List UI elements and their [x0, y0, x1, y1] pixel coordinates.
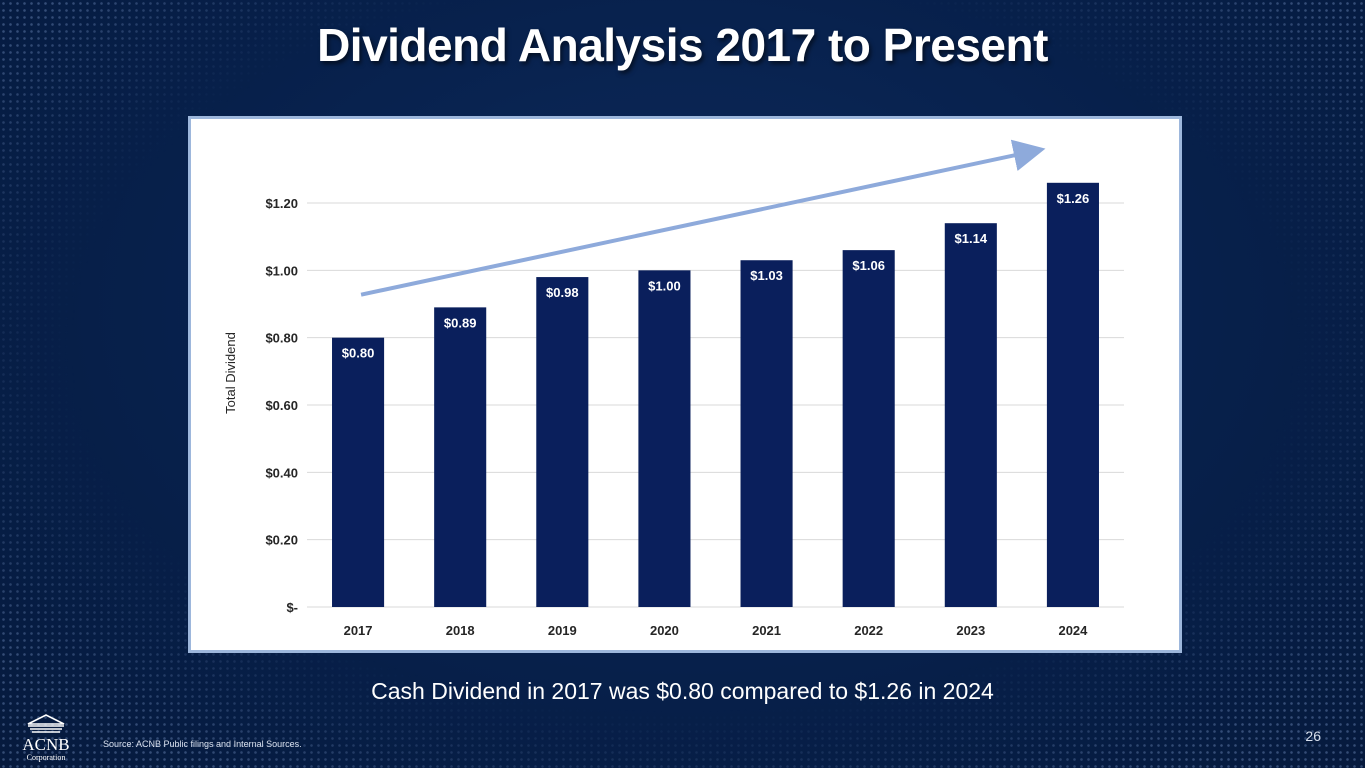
data-label-2020: $1.00 [648, 278, 681, 293]
data-label-2019: $0.98 [546, 285, 579, 300]
dividend-bar-chart: $0.80 $0.89 $0.98 $1.00 $1.03 $1.06 $1.14 $1.26… [223, 139, 1124, 638]
data-label-2022: $1.06 [852, 258, 885, 273]
data-label-2023: $1.14 [955, 231, 988, 246]
y-tick-label: $1.00 [265, 263, 298, 278]
x-tick-label-2018: 2018 [446, 623, 475, 638]
x-tick-label-2022: 2022 [854, 623, 883, 638]
bar-2024 [1046, 182, 1099, 608]
trend-arrow [360, 139, 1046, 297]
x-tick-label-2017: 2017 [344, 623, 373, 638]
y-tick-label: $0.60 [265, 398, 298, 413]
y-axis-label: Total Dividend [223, 332, 238, 414]
y-tick-label: $- [286, 600, 298, 615]
bar-2019 [536, 277, 589, 607]
acnb-logo: ACNB Corporation [18, 712, 74, 764]
data-label-2021: $1.03 [750, 268, 783, 283]
x-tick-label-2024: 2024 [1058, 623, 1088, 638]
x-tick-label-2023: 2023 [956, 623, 985, 638]
bar-2020 [638, 270, 691, 607]
data-label-2024: $1.26 [1057, 191, 1090, 206]
x-tick-label-2019: 2019 [548, 623, 577, 638]
logo-name: ACNB [22, 735, 70, 754]
data-label-2018: $0.89 [444, 315, 477, 330]
logo-subtitle: Corporation [26, 753, 66, 762]
chart-panel: $0.80 $0.89 $0.98 $1.00 $1.03 $1.06 $1.14 $1.26… [188, 116, 1182, 653]
bar-2018 [434, 307, 487, 607]
y-tick-label: $0.40 [265, 465, 298, 480]
y-tick-label: $1.20 [265, 196, 298, 211]
y-tick-label: $0.80 [265, 331, 298, 346]
y-tick-label: $0.20 [265, 533, 298, 548]
x-tick-label-2021: 2021 [752, 623, 781, 638]
data-label-2017: $0.80 [342, 346, 375, 361]
bar-2021 [740, 260, 793, 607]
bar-2022 [842, 250, 895, 607]
page-number: 26 [1305, 728, 1321, 744]
bar-2017 [332, 337, 385, 607]
bank-building-icon [27, 714, 65, 733]
bar-2023 [944, 223, 997, 607]
source-note: Source: ACNB Public filings and Internal… [103, 739, 302, 749]
x-tick-label-2020: 2020 [650, 623, 679, 638]
caption-text: Cash Dividend in 2017 was $0.80 compared… [371, 678, 994, 704]
slide-title: Dividend Analysis 2017 to Present [317, 19, 1048, 71]
